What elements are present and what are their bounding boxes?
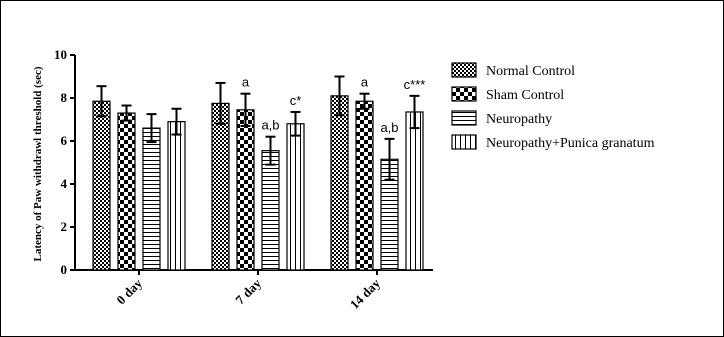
bar (330, 95, 349, 271)
annotations-group: a a,b c* a a,b c*** (242, 75, 425, 135)
legend-label: Neuropathy+Punica granatum (486, 136, 655, 151)
bar (355, 100, 374, 271)
y-tick-label: 10 (54, 47, 67, 62)
legend-swatch (451, 110, 477, 126)
error-bars-group (96, 75, 420, 181)
bar (286, 123, 305, 271)
significance-label: a (242, 75, 250, 90)
y-tick-label: 6 (61, 133, 68, 148)
y-tick-label: 8 (61, 90, 68, 105)
y-tick-label: 4 (61, 176, 68, 191)
significance-label: c*** (404, 77, 426, 92)
x-tick-label: 7 day (232, 275, 264, 307)
bar (92, 100, 111, 271)
bar (405, 111, 424, 271)
significance-label: a,b (261, 118, 279, 133)
bar (211, 102, 230, 271)
significance-label: a,b (380, 120, 398, 135)
bar (167, 121, 186, 271)
x-tick-label: 14 day (347, 275, 384, 312)
y-tick-label: 2 (61, 219, 68, 234)
bar (261, 150, 280, 271)
y-axis-label: Latency of Paw withdrawl threshold (sec) (32, 66, 44, 261)
y-tick-label: 0 (61, 262, 68, 277)
legend-label: Sham Control (486, 88, 564, 103)
bar (117, 112, 136, 271)
significance-label: a (361, 75, 369, 90)
legend: Normal Control Sham Control Neuropathy Neur… (451, 62, 655, 151)
legend-swatch (451, 62, 477, 78)
legend-swatch (451, 134, 477, 150)
x-tick-label: 0 day (113, 275, 145, 307)
legend-label: Normal Control (486, 64, 575, 79)
legend-swatch (451, 86, 477, 102)
legend-label: Neuropathy (486, 112, 552, 127)
bar (236, 109, 255, 271)
bars-group (92, 95, 424, 271)
bar (142, 127, 161, 271)
significance-label: c* (290, 93, 302, 108)
